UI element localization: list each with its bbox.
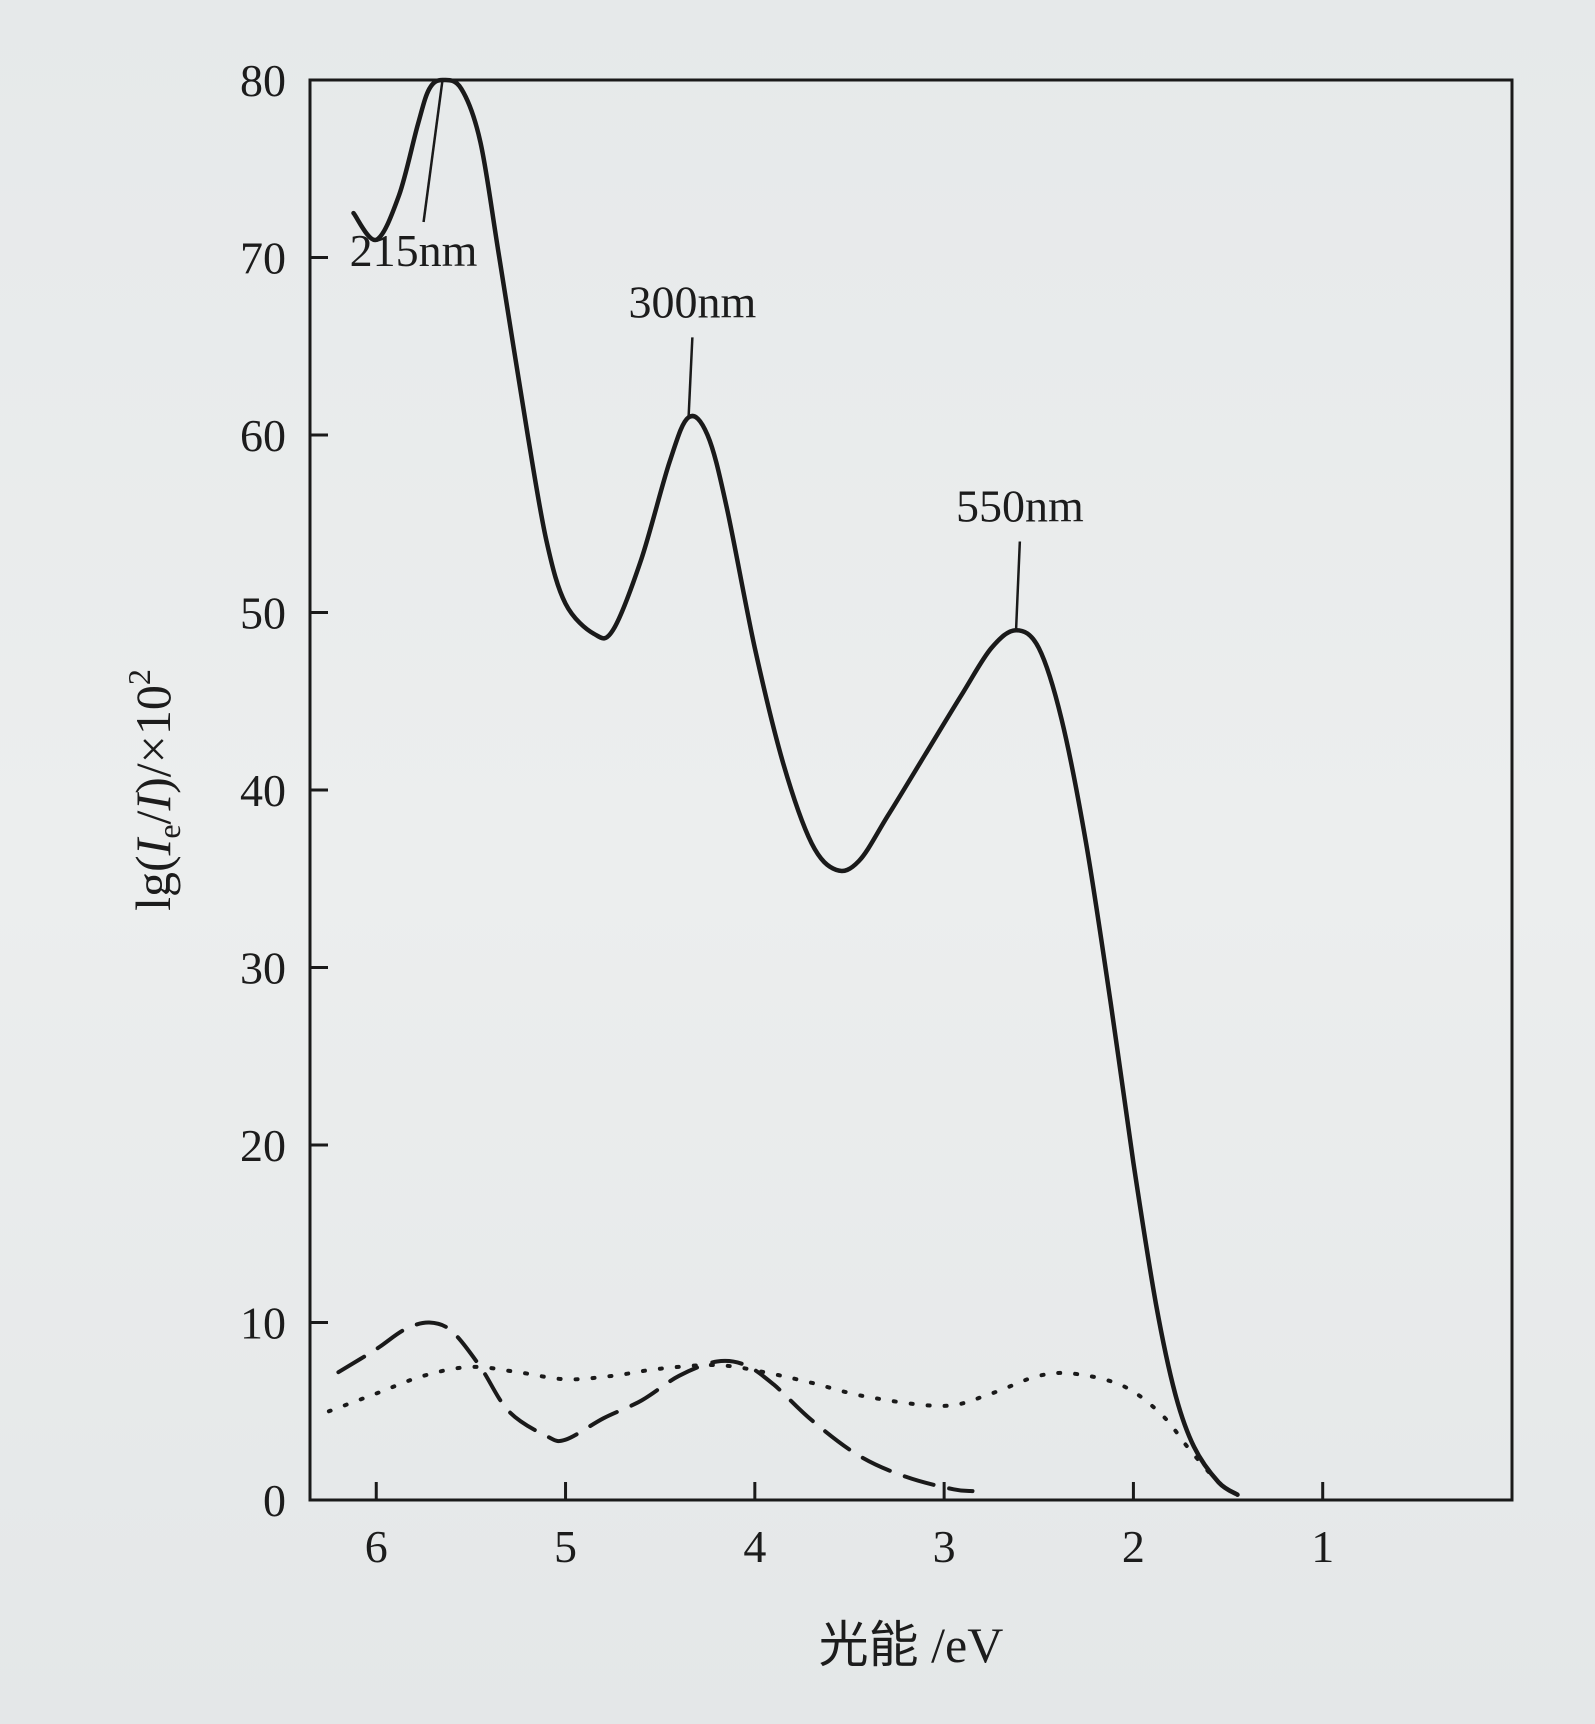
series-solid-line xyxy=(351,77,1240,1497)
annotation-leader-215nm xyxy=(422,79,444,223)
annotation-label-215nm: 215nm xyxy=(350,225,478,276)
annotation-layer: 215nm 300nm 550nm xyxy=(350,79,1084,631)
annotation-leader-550nm xyxy=(1014,541,1022,631)
y-tick-label-80: 80 xyxy=(240,55,286,106)
annotation-label-300nm: 300nm xyxy=(628,276,756,327)
x-tick-label-4: 4 xyxy=(743,1521,766,1572)
y-tick-label-60: 60 xyxy=(240,410,286,461)
series-dotted-line xyxy=(326,1363,1240,1497)
annotation-label-550nm: 550nm xyxy=(956,481,1084,532)
y-tick-label-70: 70 xyxy=(240,233,286,284)
y-axis-title: lg(Ie/I)/×102 xyxy=(121,669,187,911)
annotation-leader-300nm xyxy=(687,337,694,418)
x-tick-label-1: 1 xyxy=(1311,1521,1334,1572)
y-tick-label-0: 0 xyxy=(263,1475,286,1526)
series-dashed-line xyxy=(336,1320,975,1494)
series-layer xyxy=(326,77,1240,1497)
x-tick-label-2: 2 xyxy=(1122,1521,1145,1572)
x-tick-label-5: 5 xyxy=(554,1521,577,1572)
y-tick-label-40: 40 xyxy=(240,765,286,816)
x-tick-label-3: 3 xyxy=(933,1521,956,1572)
x-tick-label-6: 6 xyxy=(365,1521,388,1572)
y-tick-label-30: 30 xyxy=(240,943,286,994)
y-tick-label-20: 20 xyxy=(240,1120,286,1171)
x-axis-title: 光能 /eV xyxy=(819,1617,1004,1673)
y-tick-label-10: 10 xyxy=(240,1298,286,1349)
plot-frame xyxy=(308,78,1514,1502)
y-tick-label-50: 50 xyxy=(240,588,286,639)
